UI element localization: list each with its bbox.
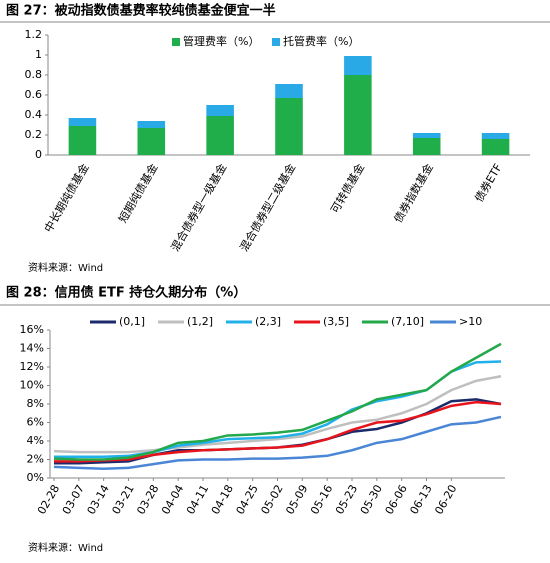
legend-label: (1,2] bbox=[187, 315, 213, 328]
bar-segment bbox=[412, 133, 441, 138]
x-tick-label: 混合债券型一级基金 bbox=[168, 161, 230, 254]
y-tick-label: 2% bbox=[27, 453, 44, 466]
bar-segment bbox=[344, 75, 372, 155]
legend-label: (0,1] bbox=[119, 315, 145, 328]
bar-segment bbox=[137, 121, 166, 128]
x-tick-label: 05-02 bbox=[258, 483, 285, 517]
y-tick-label: 4% bbox=[27, 434, 44, 447]
y-tick-label: 0% bbox=[27, 471, 44, 484]
y-tick-label: 0.2 bbox=[25, 128, 43, 141]
legend-swatch bbox=[172, 38, 180, 46]
bar-segment bbox=[275, 84, 303, 98]
bar-segment bbox=[206, 105, 234, 116]
y-tick-label: 8% bbox=[27, 397, 44, 410]
x-tick-label: 05-23 bbox=[333, 483, 360, 517]
legend-label: >10 bbox=[459, 315, 482, 328]
y-tick-label: 6% bbox=[27, 416, 44, 429]
x-tick-label: 05-30 bbox=[358, 483, 385, 517]
x-tick-label: 04-11 bbox=[184, 483, 211, 517]
y-tick-label: 0 bbox=[35, 148, 42, 161]
y-tick-label: 0.8 bbox=[25, 68, 43, 81]
x-tick-label: 债券指数基金 bbox=[391, 161, 436, 225]
bar-segment bbox=[68, 118, 97, 126]
bar-segment bbox=[481, 133, 510, 139]
legend-label: 托管费率（%） bbox=[283, 34, 359, 48]
source: 资料来源：Wind bbox=[28, 541, 103, 554]
figure-title: 图 27：被动指数债基费率较纯债基金便宜一半 bbox=[6, 3, 276, 19]
x-tick-label: 债券ETF bbox=[472, 161, 505, 204]
legend-label: (2,3] bbox=[255, 315, 281, 328]
x-tick-label: 03-14 bbox=[85, 483, 112, 517]
y-tick-label: 12% bbox=[20, 360, 44, 373]
y-tick-label: 1 bbox=[35, 48, 42, 61]
y-tick-label: 1.2 bbox=[25, 28, 43, 41]
x-tick-label: 02-28 bbox=[35, 483, 62, 517]
x-tick-label: 06-13 bbox=[407, 483, 434, 517]
bar-segment bbox=[206, 116, 234, 155]
x-tick-label: 可转债基金 bbox=[327, 161, 367, 216]
bar-segment bbox=[412, 138, 441, 155]
bar-segment bbox=[137, 128, 166, 155]
series-line bbox=[54, 400, 502, 463]
y-tick-label: 0.4 bbox=[25, 108, 43, 121]
legend-label: 管理费率（%） bbox=[183, 34, 259, 48]
legend-swatch bbox=[272, 38, 280, 46]
legend-label: (7,10] bbox=[391, 315, 424, 328]
x-tick-label: 中长期纯债基金 bbox=[41, 161, 92, 235]
y-tick-label: 10% bbox=[20, 379, 44, 392]
series-line bbox=[54, 398, 502, 465]
y-tick-label: 16% bbox=[20, 323, 44, 336]
x-tick-label: 03-28 bbox=[134, 483, 161, 517]
x-tick-label: 混合债券型二级基金 bbox=[237, 161, 299, 254]
legend-label: (3,5] bbox=[323, 315, 349, 328]
bar-segment bbox=[344, 56, 372, 75]
x-tick-label: 03-07 bbox=[60, 483, 87, 517]
x-tick-label: 04-04 bbox=[159, 483, 186, 517]
series-line bbox=[53, 375, 502, 454]
x-tick-label: 03-21 bbox=[109, 483, 136, 517]
series-line bbox=[53, 415, 502, 471]
x-tick-label: 06-06 bbox=[383, 483, 410, 517]
y-tick-label: 0.6 bbox=[25, 88, 43, 101]
x-tick-label: 04-18 bbox=[209, 483, 236, 517]
y-tick-label: 14% bbox=[20, 342, 44, 355]
series-line bbox=[53, 342, 502, 461]
bar-segment bbox=[481, 139, 510, 155]
bar-segment bbox=[68, 126, 97, 155]
x-tick-label: 短期纯债基金 bbox=[115, 161, 160, 225]
x-tick-label: 05-09 bbox=[283, 483, 310, 517]
x-tick-label: 05-16 bbox=[308, 483, 335, 517]
figure-title: 图 28：信用债 ETF 持仓久期分布（%） bbox=[6, 285, 246, 301]
bar-segment bbox=[275, 98, 303, 155]
x-tick-label: 06-20 bbox=[432, 483, 459, 517]
x-tick-label: 04-25 bbox=[234, 483, 261, 517]
source: 资料来源：Wind bbox=[28, 261, 103, 274]
